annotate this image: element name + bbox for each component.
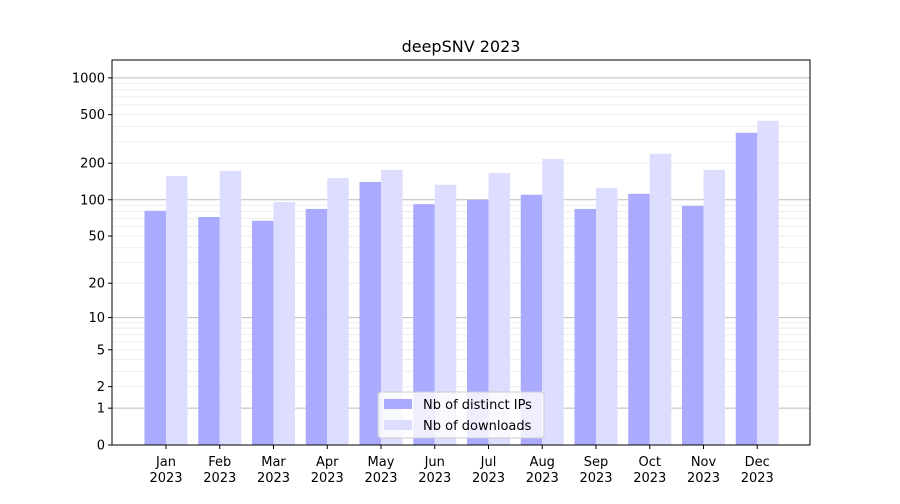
bar-downloads: [434, 184, 457, 445]
bar-downloads: [273, 201, 295, 445]
bar-distinct-ips: [682, 205, 704, 445]
x-axis: Jan 2023 Feb 2023 Mar 2023 Apr 2023 May 2023 Jun 20…: [149, 445, 774, 486]
y-tick-label: 20: [88, 277, 105, 292]
x-tick-label: May 2023: [364, 455, 397, 486]
x-tick-label: Nov 2023: [687, 455, 720, 486]
bar-downloads: [703, 169, 725, 445]
y-tick-label: 50: [88, 230, 105, 245]
x-tick-label: Dec 2023: [741, 455, 774, 486]
bar-distinct-ips: [413, 204, 435, 445]
y-tick-label: 5: [97, 343, 105, 358]
x-tick-label: Jan 2023: [149, 455, 182, 486]
legend-swatch-downloads: [384, 420, 412, 430]
plot-frame: [111, 59, 811, 446]
y-tick-label: 200: [80, 157, 105, 172]
bars: [144, 120, 779, 446]
y-tick-label: 2: [97, 380, 105, 395]
bar-downloads: [596, 187, 618, 445]
y-tick-label: 10: [88, 311, 105, 326]
y-axis: 0 1 2 5 10 20 50 100 200 500 1000: [72, 71, 112, 454]
bar-downloads: [757, 120, 779, 446]
legend-label-downloads: Nb of downloads: [423, 419, 532, 434]
bar-distinct-ips: [252, 220, 274, 445]
y-tick-label: 1000: [72, 71, 105, 86]
x-tick-label: Apr 2023: [311, 455, 344, 486]
x-tick-label: Jun 2023: [418, 455, 451, 486]
y-tick-label: 500: [80, 108, 105, 123]
x-tick-label: Aug 2023: [526, 455, 559, 486]
bar-distinct-ips: [467, 199, 489, 445]
bar-distinct-ips: [520, 194, 543, 445]
bar-distinct-ips: [144, 210, 166, 445]
x-tick-label: Oct 2023: [633, 455, 666, 486]
bar-distinct-ips: [198, 217, 220, 445]
chart-title: deepSNV 2023: [402, 37, 521, 56]
bar-downloads: [649, 153, 672, 445]
legend-label-ips: Nb of distinct IPs: [423, 398, 532, 413]
legend: Nb of distinct IPs Nb of downloads: [377, 391, 545, 439]
x-tick-label: Jul 2023: [472, 455, 505, 486]
bar-downloads: [327, 178, 349, 445]
bar-downloads: [488, 173, 510, 446]
bar-distinct-ips: [359, 182, 381, 445]
bar-downloads: [542, 158, 564, 445]
bar-distinct-ips: [628, 193, 650, 445]
bar-distinct-ips: [305, 208, 328, 445]
x-tick-label: Feb 2023: [203, 455, 236, 486]
y-tick-label: 1: [97, 402, 105, 417]
bar-downloads: [381, 169, 403, 445]
legend-swatch-ips: [384, 399, 412, 409]
x-tick-label: Sep 2023: [579, 455, 612, 486]
y-tick-label: 0: [97, 439, 105, 454]
bar-downloads: [166, 175, 188, 445]
bar-downloads: [219, 170, 242, 445]
bar-distinct-ips: [735, 132, 758, 445]
x-tick-label: Mar 2023: [257, 455, 290, 486]
bar-distinct-ips: [574, 208, 596, 445]
y-tick-label: 100: [80, 193, 105, 208]
